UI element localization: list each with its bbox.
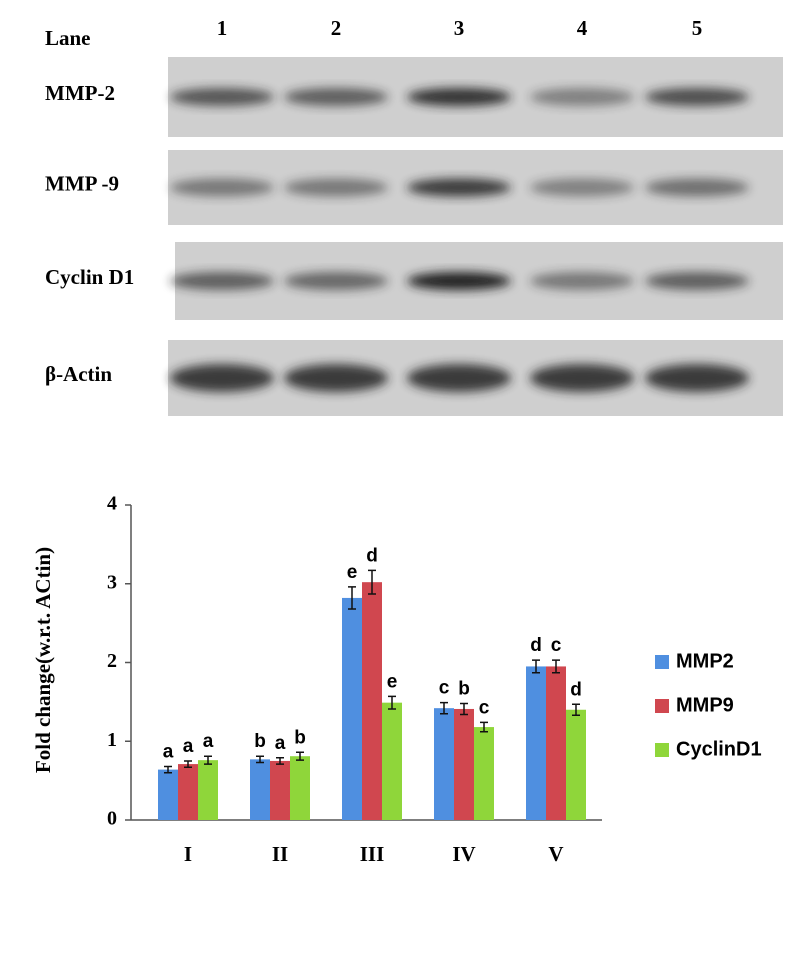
error-bar [460, 702, 468, 716]
row-label: Cyclin D1 [45, 265, 134, 289]
bar [474, 727, 494, 820]
row-label: MMP -9 [45, 171, 119, 195]
legend-swatch [655, 743, 669, 757]
blot-band [645, 178, 749, 197]
bar [454, 708, 474, 820]
error-bar [348, 586, 356, 610]
x-tick-label: II [272, 842, 288, 866]
bar [270, 760, 290, 820]
lane-header: Lane [45, 26, 91, 50]
significance-letter: d [530, 635, 542, 656]
y-tick-label: 0 [107, 808, 117, 830]
lane-number: 2 [331, 16, 342, 40]
significance-letter: a [183, 736, 194, 757]
significance-letter: b [294, 727, 306, 748]
legend-label: MMP9 [676, 694, 734, 716]
blot-band [407, 272, 511, 290]
y-tick-label: 3 [107, 571, 117, 593]
bar [382, 702, 402, 820]
blot-band [284, 178, 388, 197]
x-tick-label: III [360, 842, 385, 866]
blot-band [530, 272, 634, 290]
significance-letter: e [387, 671, 398, 692]
bar [250, 759, 270, 820]
blot-band [530, 364, 634, 392]
error-bar [368, 569, 376, 595]
significance-letter: d [570, 679, 582, 700]
bar [342, 597, 362, 820]
blot-band [407, 364, 511, 392]
lane-number: 4 [577, 16, 588, 40]
blot-band [645, 88, 749, 106]
error-bar [388, 695, 396, 710]
lane-number: 5 [692, 16, 703, 40]
error-bar [532, 659, 540, 674]
legend-swatch [655, 699, 669, 713]
y-tick-label: 1 [107, 729, 117, 751]
error-bar [204, 755, 212, 765]
bar [198, 760, 218, 820]
y-axis-label: Fold change(w.r.t. ACtin) [31, 547, 55, 773]
error-bar [440, 701, 448, 715]
legend-label: CyclinD1 [676, 738, 762, 760]
blot-band [407, 178, 511, 197]
bar [290, 756, 310, 820]
blot-band [645, 364, 749, 392]
legend-swatch [655, 655, 669, 669]
blot-band [284, 88, 388, 106]
bar [158, 769, 178, 820]
error-bar [184, 760, 192, 768]
significance-letter: c [439, 678, 450, 699]
significance-letter: c [551, 635, 562, 656]
error-bar [572, 703, 580, 717]
error-bar [480, 721, 488, 733]
x-tick-label: IV [452, 842, 475, 866]
blot-band [170, 272, 274, 290]
bar [526, 666, 546, 820]
bar [566, 709, 586, 820]
x-tick-label: I [184, 842, 192, 866]
significance-letter: b [254, 731, 266, 752]
significance-letter: d [366, 545, 378, 566]
error-bar [256, 755, 264, 764]
bar [178, 764, 198, 820]
bar [434, 708, 454, 820]
x-tick-label: V [548, 842, 563, 866]
significance-letter: b [458, 678, 470, 699]
blot-band [530, 178, 634, 197]
error-bar [296, 751, 304, 761]
legend-label: MMP2 [676, 650, 734, 672]
blot-band [170, 88, 274, 106]
y-tick-label: 2 [107, 650, 117, 672]
error-bar [164, 765, 172, 774]
blot-band [407, 88, 511, 106]
row-label: MMP-2 [45, 81, 115, 105]
blot-band [170, 364, 274, 392]
bar [362, 582, 382, 820]
error-bar [552, 659, 560, 674]
blot-band [645, 272, 749, 290]
error-bar [276, 757, 284, 765]
blot-band [530, 88, 634, 106]
blot-band [284, 272, 388, 290]
significance-letter: a [275, 733, 286, 754]
significance-letter: a [163, 741, 174, 762]
row-label: β-Actin [45, 362, 112, 386]
significance-letter: a [203, 731, 214, 752]
blot-band [170, 178, 274, 197]
y-tick-label: 4 [107, 493, 117, 515]
lane-number: 1 [217, 16, 228, 40]
lane-number: 3 [454, 16, 465, 40]
significance-letter: e [347, 562, 358, 583]
significance-letter: c [479, 697, 490, 718]
bar [546, 666, 566, 820]
blot-band [284, 364, 388, 392]
